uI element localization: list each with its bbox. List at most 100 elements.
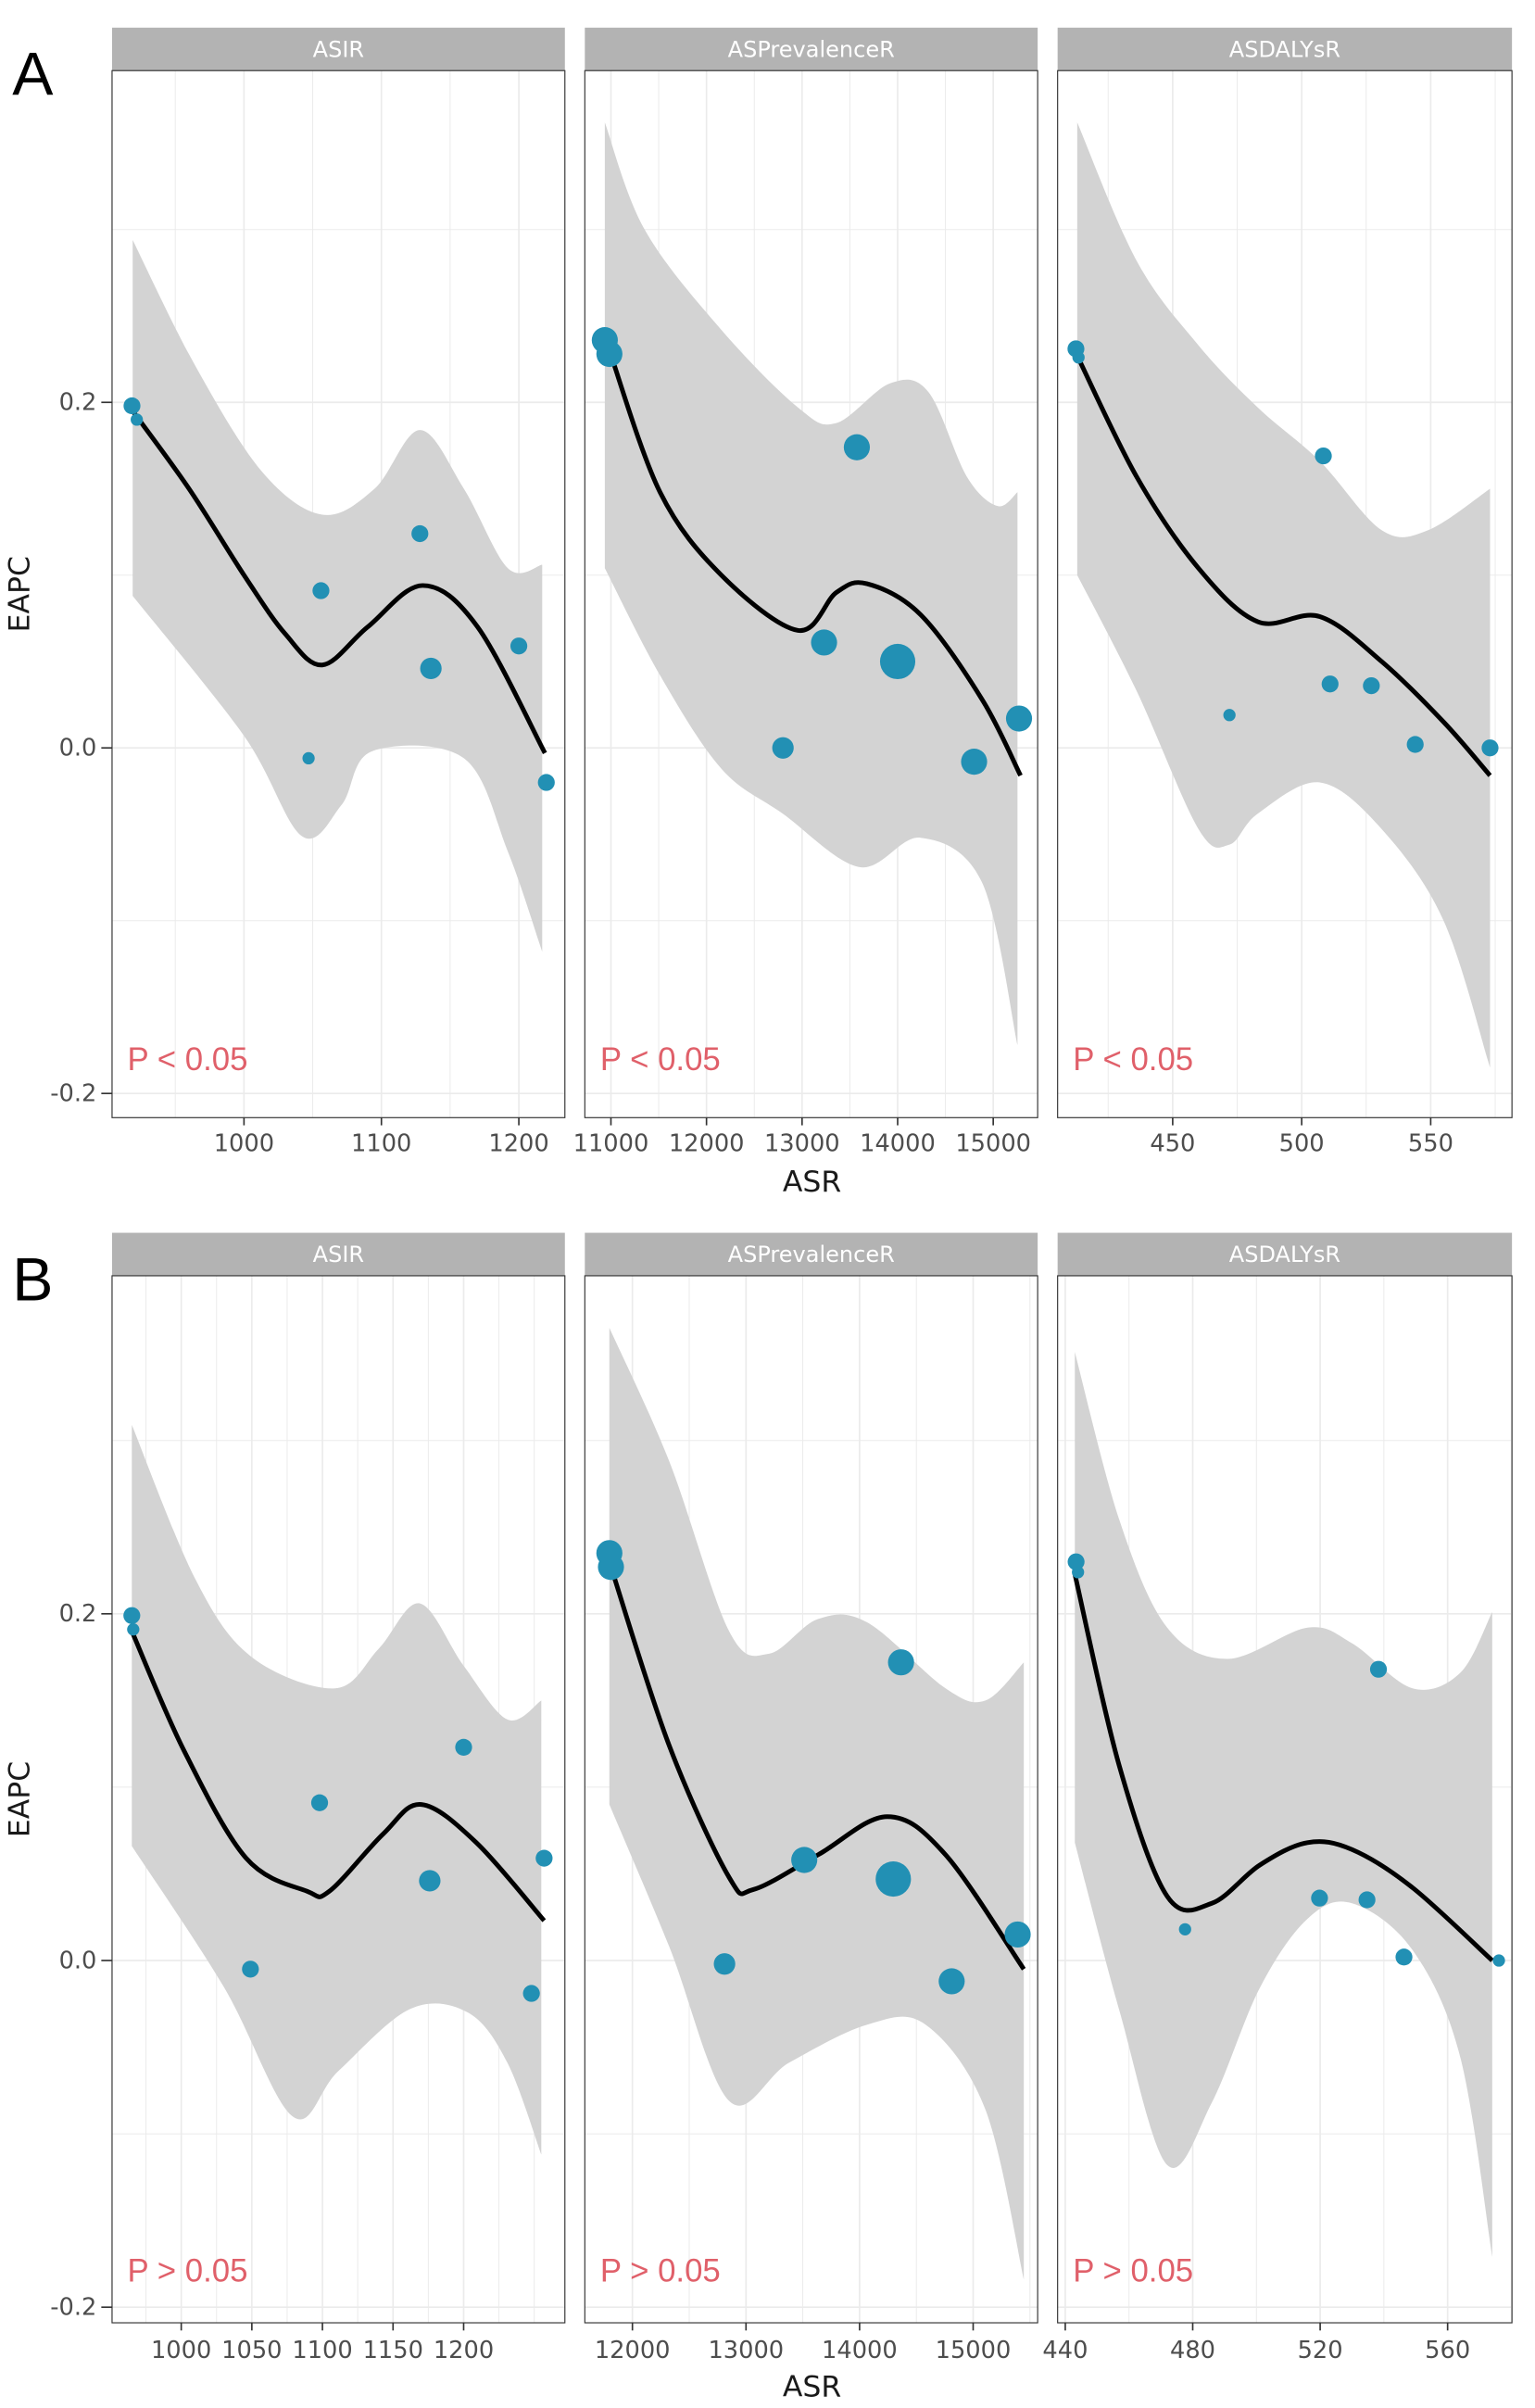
panel-border xyxy=(584,1275,1038,2324)
data-point xyxy=(131,413,144,426)
x-axis-title: ASR xyxy=(783,1166,841,1199)
x-tick-label: 15000 xyxy=(936,2337,1012,2364)
p-value-label: P > 0.05 xyxy=(128,2253,248,2288)
data-point xyxy=(961,749,988,775)
smooth-fit-line xyxy=(1075,354,1492,777)
facet-ASPrevalenceR: ASPrevalenceR P > 0.05 12000 13000 14000 1500… xyxy=(584,1232,1038,2364)
facet-strip xyxy=(585,1232,1038,1276)
facet-ASPrevalenceR: ASPrevalenceR P < 0.05 11000 12000 13000 1400… xyxy=(573,27,1038,1158)
x-tick-label: 13000 xyxy=(708,2337,784,2364)
data-point xyxy=(879,643,916,680)
facet-strip xyxy=(111,1232,565,1276)
y-tick-label: 0.0 xyxy=(59,735,97,763)
data-point xyxy=(455,1738,472,1756)
x-tick-label: 480 xyxy=(1170,2337,1215,2364)
y-axis-title: EAPC xyxy=(3,556,36,632)
data-point xyxy=(713,1953,736,1975)
x-tick-label: 520 xyxy=(1298,2337,1343,2364)
data-point xyxy=(1363,676,1380,695)
x-tick-label: 14000 xyxy=(822,2337,898,2364)
data-point xyxy=(411,524,429,543)
x-tick-label: 550 xyxy=(1408,1130,1453,1158)
panel-border xyxy=(111,69,566,1118)
y-tick-label: 0.2 xyxy=(59,389,97,417)
data-point xyxy=(1315,447,1332,465)
data-point xyxy=(1067,1553,1085,1570)
x-tick-label: 1050 xyxy=(221,2337,282,2364)
facet-strip-label: ASIR xyxy=(313,36,364,62)
x-tick-label: 440 xyxy=(1042,2337,1088,2364)
facet-strip-label: ASIR xyxy=(313,1242,364,1267)
facet-ASIR: ASIR P < 0.05 1000 1100 1200 xyxy=(111,27,566,1158)
x-tick-label: 1200 xyxy=(488,1130,548,1158)
panel-letter: B xyxy=(12,1245,53,1314)
data-point xyxy=(1395,1948,1413,1966)
facet-strip xyxy=(585,27,1038,71)
panel-border xyxy=(584,69,1038,1118)
smooth-fit-line xyxy=(131,410,547,754)
facet-ASIR: ASIR P > 0.05 1000 1050 1100 1150 1200 xyxy=(111,1232,566,2364)
x-axis-title: ASR xyxy=(783,2371,841,2404)
facet-strip xyxy=(1057,1232,1513,1276)
figure-panel-A: A 0.2 0.0 -0.2 EAPC ASR ASIR P < 0.05 1000 1100 12… xyxy=(3,27,1513,1199)
x-tick-label: 15000 xyxy=(955,1130,1031,1158)
y-tick-label: -0.2 xyxy=(50,1079,96,1107)
panel-border xyxy=(1057,69,1513,1118)
facet-strip-label: ASPrevalenceR xyxy=(728,1242,895,1267)
x-tick-label: 1100 xyxy=(292,2337,352,2364)
data-point xyxy=(242,1960,259,1978)
x-tick-label: 13000 xyxy=(764,1130,840,1158)
data-point xyxy=(887,1649,914,1676)
data-point xyxy=(1481,739,1499,757)
data-point xyxy=(772,737,794,759)
confidence-band xyxy=(1076,122,1491,1068)
data-point xyxy=(310,1794,329,1811)
y-tick-label: -0.2 xyxy=(50,2293,96,2321)
panel-border xyxy=(111,1275,566,2324)
data-point xyxy=(1358,1891,1376,1909)
facet-ASDALYsR: ASDALYsR P < 0.05 450 500 550 xyxy=(1057,27,1513,1158)
x-tick-label: 450 xyxy=(1150,1130,1195,1158)
data-point xyxy=(522,1985,540,2002)
data-point xyxy=(938,1968,965,1995)
p-value-label: P < 0.05 xyxy=(128,1042,248,1078)
confidence-band xyxy=(132,239,543,952)
data-point xyxy=(419,1870,441,1892)
data-point xyxy=(510,637,528,655)
confidence-band xyxy=(1075,1352,1492,2257)
confidence-band xyxy=(604,122,1018,1045)
data-point xyxy=(535,1849,553,1867)
data-point xyxy=(1005,705,1033,732)
x-tick-label: 1150 xyxy=(363,2337,423,2364)
data-point xyxy=(127,1623,140,1636)
data-point xyxy=(537,774,555,791)
x-tick-label: 14000 xyxy=(860,1130,936,1158)
data-point xyxy=(1004,1921,1031,1948)
data-point xyxy=(598,1554,624,1581)
panel-letter: A xyxy=(12,41,54,109)
p-value-label: P > 0.05 xyxy=(600,2253,721,2288)
confidence-band xyxy=(609,1328,1025,2280)
p-value-label: P < 0.05 xyxy=(600,1042,721,1078)
data-point xyxy=(1492,1954,1505,1967)
data-point xyxy=(596,340,623,368)
data-point xyxy=(875,1861,912,1897)
smooth-fit-line xyxy=(607,349,1023,777)
figure-panel-B: B 0.2 0.0 -0.2 EAPC ASR ASIR P > 0.05 1000 1050 11… xyxy=(3,1232,1513,2404)
confidence-band xyxy=(132,1424,542,2155)
x-tick-label: 11000 xyxy=(573,1130,649,1158)
x-tick-label: 1100 xyxy=(351,1130,411,1158)
data-point xyxy=(123,397,141,415)
data-point xyxy=(1406,736,1424,753)
x-tick-label: 500 xyxy=(1279,1130,1325,1158)
data-point xyxy=(1321,675,1339,693)
p-value-label: P > 0.05 xyxy=(1073,2253,1193,2288)
data-point xyxy=(843,434,871,460)
data-point xyxy=(1223,709,1236,722)
data-point xyxy=(1072,1566,1085,1579)
data-point xyxy=(123,1607,141,1624)
facet-strip xyxy=(111,27,565,71)
facet-strip-label: ASDALYsR xyxy=(1229,36,1340,62)
data-point xyxy=(811,629,837,656)
p-value-label: P < 0.05 xyxy=(1073,1042,1193,1078)
